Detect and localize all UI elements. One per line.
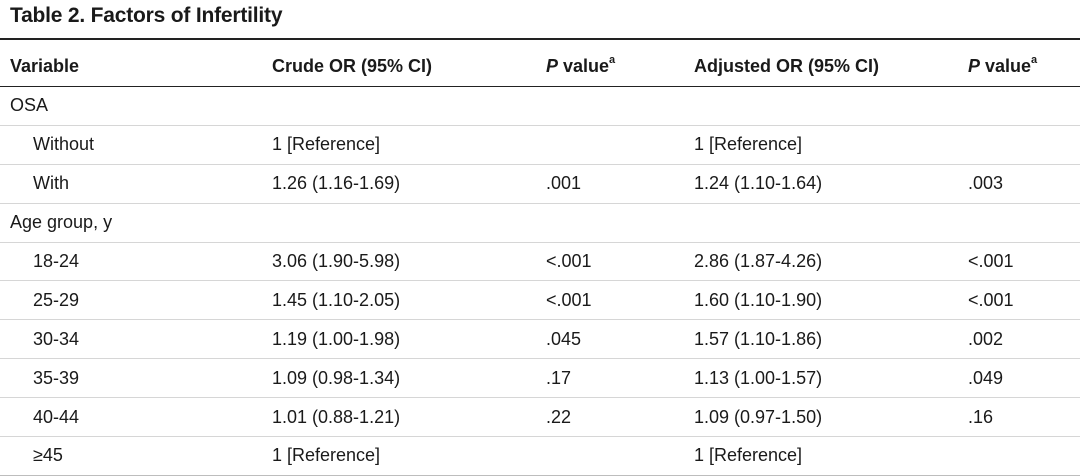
- cell-adjusted-or: 1.09 (0.97-1.50): [694, 397, 968, 438]
- cell-p-value-adjusted: <.001: [968, 280, 1080, 321]
- cell-p-value-crude: .045: [546, 319, 694, 360]
- header-p-letter: P: [968, 55, 981, 76]
- footnote-marker: a: [609, 53, 616, 66]
- section-label: Age group, y: [0, 203, 272, 243]
- cell-variable: 35-39: [0, 358, 272, 399]
- title-divider: [0, 38, 1080, 40]
- cell-crude-or: 3.06 (1.90-5.98): [272, 242, 546, 282]
- table-title: Table 2. Factors of Infertility: [10, 4, 283, 27]
- table-row: 30-34 1.19 (1.00-1.98) .045 1.57 (1.10-1…: [0, 319, 1080, 360]
- cell-p-value-adjusted: <.001: [968, 242, 1080, 282]
- table-row: 35-39 1.09 (0.98-1.34) .17 1.13 (1.00-1.…: [0, 358, 1080, 399]
- table-row: 18-24 3.06 (1.90-5.98) <.001 2.86 (1.87-…: [0, 242, 1080, 282]
- table-row: Without 1 [Reference] 1 [Reference]: [0, 125, 1080, 165]
- cell-p-value-crude: <.001: [546, 280, 694, 321]
- header-p-value-text: value: [558, 55, 610, 76]
- footnote-marker: a: [1031, 53, 1038, 66]
- cell-variable: 40-44: [0, 397, 272, 438]
- cell-adjusted-or: 1 [Reference]: [694, 125, 968, 165]
- header-p-value-text: value: [980, 55, 1032, 76]
- cell-crude-or: 1.09 (0.98-1.34): [272, 358, 546, 399]
- cell-adjusted-or: 1.60 (1.10-1.90): [694, 280, 968, 321]
- header-adjusted-or: Adjusted OR (95% CI): [694, 46, 968, 87]
- cell-adjusted-or: 1.57 (1.10-1.86): [694, 319, 968, 360]
- cell-p-value-adjusted: .003: [968, 164, 1080, 204]
- cell-crude-or: 1 [Reference]: [272, 125, 546, 165]
- cell-adjusted-or: 2.86 (1.87-4.26): [694, 242, 968, 282]
- cell-adjusted-or: 1.13 (1.00-1.57): [694, 358, 968, 399]
- cell-p-value-adjusted: .002: [968, 319, 1080, 360]
- section-row-osa: OSA: [0, 86, 1080, 126]
- cell-p-value-adjusted: .16: [968, 397, 1080, 438]
- cell-crude-or: 1.19 (1.00-1.98): [272, 319, 546, 360]
- cell-variable: 25-29: [0, 280, 272, 321]
- cell-crude-or: 1 [Reference]: [272, 436, 546, 476]
- cell-variable: Without: [0, 125, 272, 165]
- table-row: 25-29 1.45 (1.10-2.05) <.001 1.60 (1.10-…: [0, 280, 1080, 321]
- cell-p-value-crude: .001: [546, 164, 694, 204]
- cell-adjusted-or: 1 [Reference]: [694, 436, 968, 476]
- header-p-value-adjusted: P valuea: [968, 46, 1080, 87]
- cell-p-value-crude: .22: [546, 397, 694, 438]
- cell-variable: With: [0, 164, 272, 204]
- cell-variable: 30-34: [0, 319, 272, 360]
- cell-adjusted-or: 1.24 (1.10-1.64): [694, 164, 968, 204]
- cell-p-value-crude: .17: [546, 358, 694, 399]
- infertility-factors-table: Variable Crude OR (95% CI) P valuea Adju…: [0, 46, 1080, 476]
- table-row: 40-44 1.01 (0.88-1.21) .22 1.09 (0.97-1.…: [0, 397, 1080, 438]
- cell-variable: ≥45: [0, 436, 272, 476]
- cell-crude-or: 1.01 (0.88-1.21): [272, 397, 546, 438]
- cell-p-value-crude: [546, 125, 694, 165]
- header-p-letter: P: [546, 55, 559, 76]
- cell-p-value-crude: [546, 436, 694, 476]
- cell-crude-or: 1.45 (1.10-2.05): [272, 280, 546, 321]
- table-row: With 1.26 (1.16-1.69) .001 1.24 (1.10-1.…: [0, 164, 1080, 204]
- section-row-age-group: Age group, y: [0, 203, 1080, 243]
- header-row: Variable Crude OR (95% CI) P valuea Adju…: [0, 46, 1080, 87]
- header-p-value-crude: P valuea: [546, 46, 694, 87]
- cell-p-value-adjusted: [968, 125, 1080, 165]
- header-variable: Variable: [0, 46, 272, 87]
- cell-p-value-adjusted: [968, 436, 1080, 476]
- section-label: OSA: [0, 86, 272, 126]
- cell-p-value-adjusted: .049: [968, 358, 1080, 399]
- cell-p-value-crude: <.001: [546, 242, 694, 282]
- cell-variable: 18-24: [0, 242, 272, 282]
- table-row: ≥45 1 [Reference] 1 [Reference]: [0, 436, 1080, 476]
- header-crude-or: Crude OR (95% CI): [272, 46, 546, 87]
- cell-crude-or: 1.26 (1.16-1.69): [272, 164, 546, 204]
